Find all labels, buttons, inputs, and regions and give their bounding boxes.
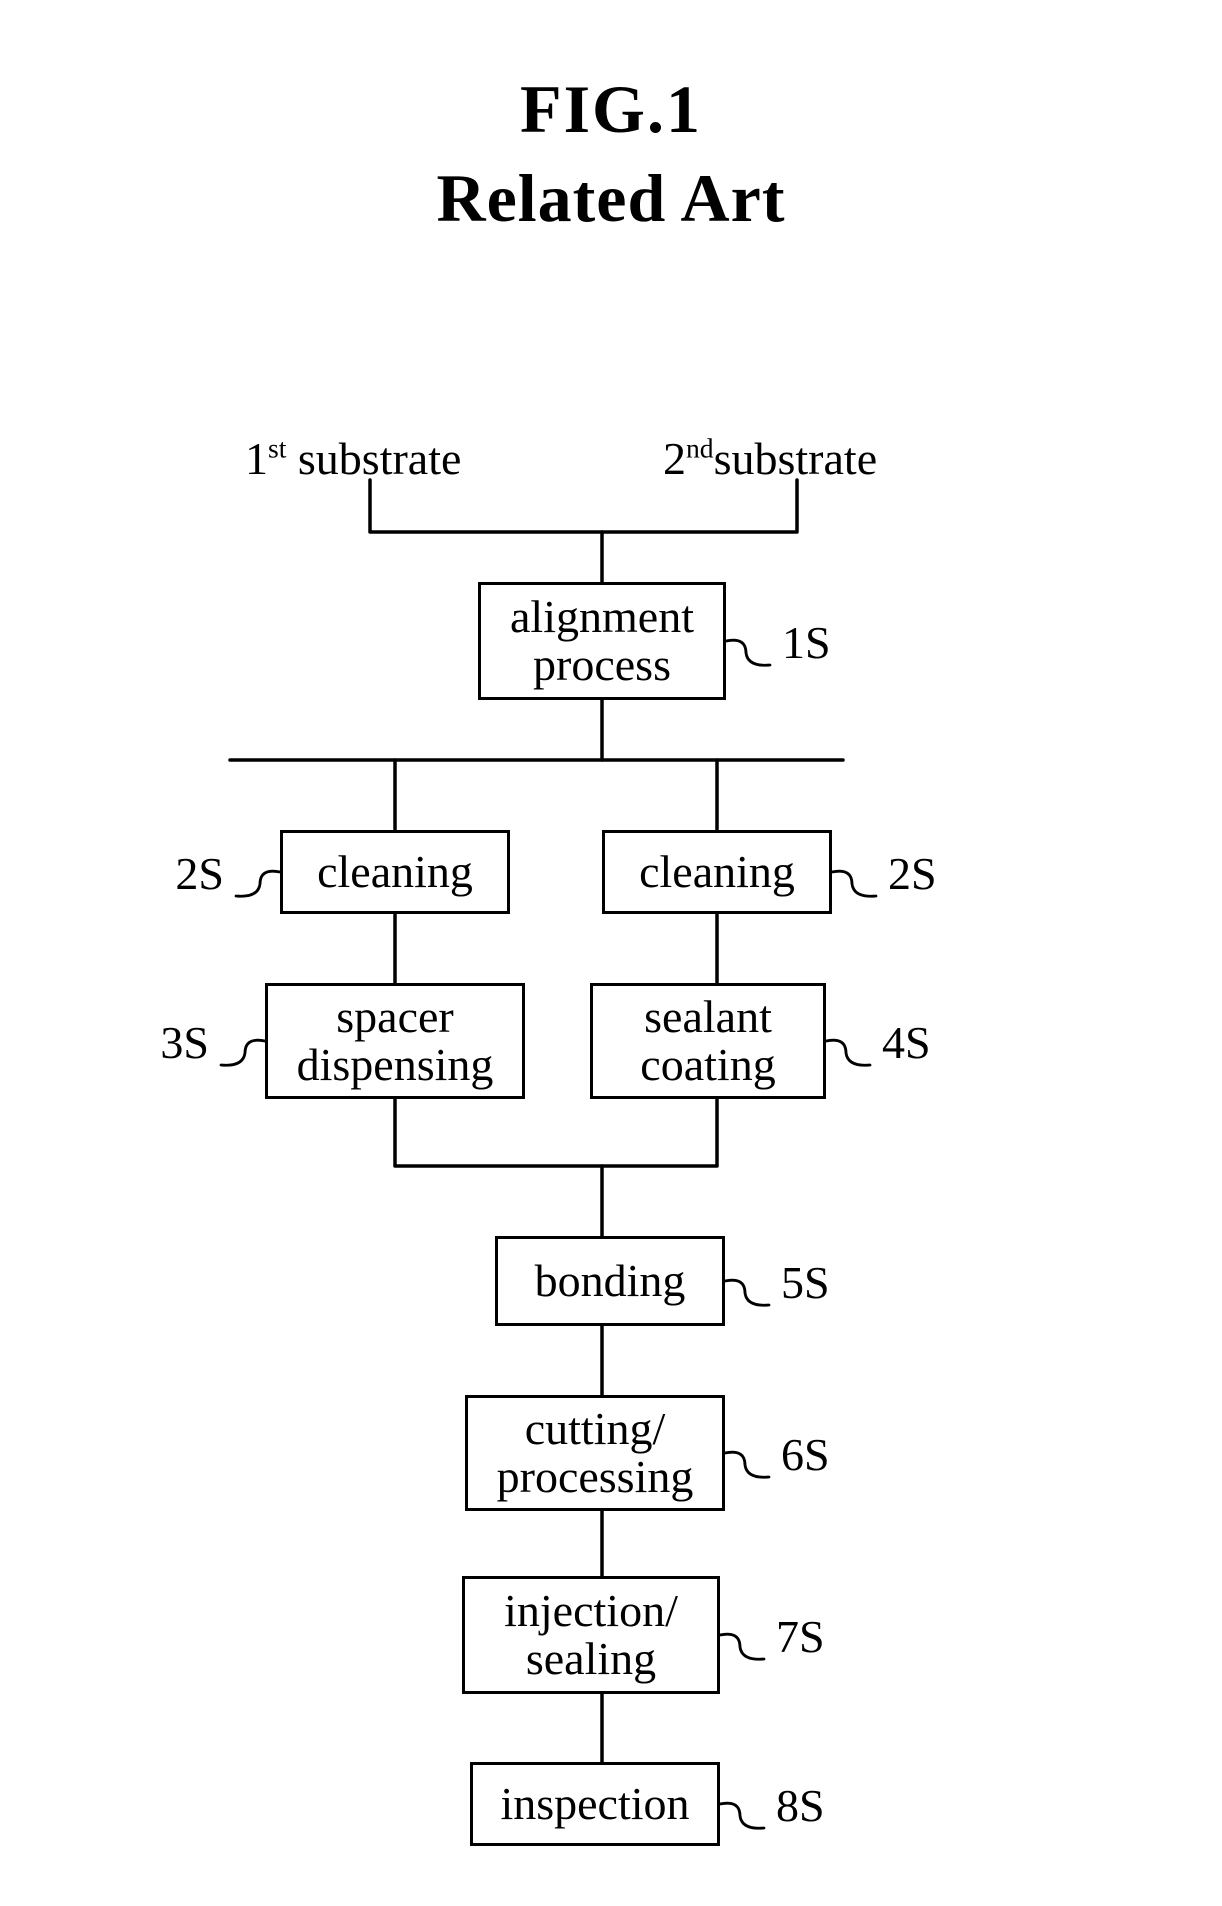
flow-node-n2R: cleaning xyxy=(602,830,832,914)
flow-node-n4: sealantcoating xyxy=(590,983,826,1099)
ref-connector xyxy=(221,1040,265,1065)
flow-node-n7: injection/sealing xyxy=(462,1576,720,1694)
flow-node-n1: alignmentprocess xyxy=(478,582,726,700)
ref-connector xyxy=(832,871,876,896)
flow-node-label: inspection xyxy=(500,1780,689,1828)
input-label: 2ndsubstrate xyxy=(663,432,877,485)
flow-edge xyxy=(395,1099,717,1166)
ref-connector xyxy=(725,1452,769,1477)
flow-node-label: sealantcoating xyxy=(640,993,775,1090)
ref-label: 4S xyxy=(882,1016,931,1069)
ref-label: 3S xyxy=(160,1016,209,1069)
flow-node-label: spacerdispensing xyxy=(297,993,494,1090)
ref-connector xyxy=(726,640,770,665)
ref-label: 7S xyxy=(776,1610,825,1663)
ref-connector xyxy=(236,871,280,896)
flow-node-label: cleaning xyxy=(317,848,473,896)
ref-label: 5S xyxy=(781,1256,830,1309)
flow-node-n5: bonding xyxy=(495,1236,725,1326)
ref-connector xyxy=(725,1280,769,1305)
flow-node-label: cleaning xyxy=(639,848,795,896)
flow-node-label: bonding xyxy=(535,1257,686,1305)
ref-label: 8S xyxy=(776,1779,825,1832)
ref-label: 2S xyxy=(175,847,224,900)
ref-connector xyxy=(826,1040,870,1065)
ref-connector xyxy=(720,1803,764,1828)
flow-node-n6: cutting/processing xyxy=(465,1395,725,1511)
ref-connector xyxy=(720,1634,764,1659)
input-label: 1st substrate xyxy=(245,432,461,485)
flow-node-n2L: cleaning xyxy=(280,830,510,914)
flow-node-label: alignmentprocess xyxy=(510,593,694,690)
flow-node-label: cutting/processing xyxy=(497,1405,694,1502)
flow-node-n3: spacerdispensing xyxy=(265,983,525,1099)
flow-node-label: injection/sealing xyxy=(504,1587,678,1684)
flow-edge xyxy=(370,480,797,532)
ref-label: 1S xyxy=(782,616,831,669)
flow-node-n8: inspection xyxy=(470,1762,720,1846)
ref-label: 6S xyxy=(781,1428,830,1481)
ref-label: 2S xyxy=(888,847,937,900)
